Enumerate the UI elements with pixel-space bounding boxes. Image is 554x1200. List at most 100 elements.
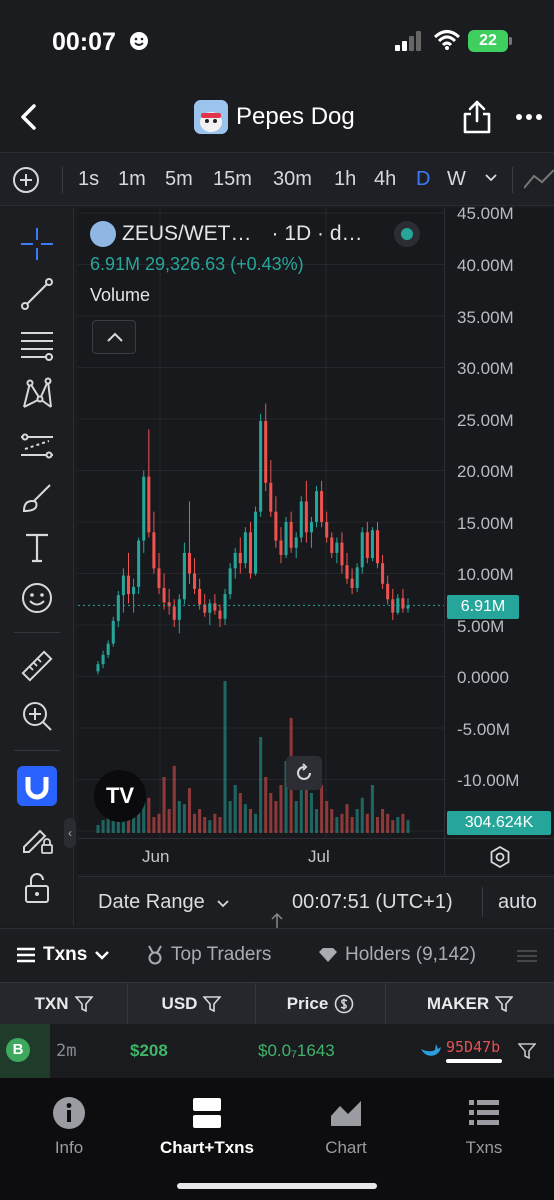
nav-chart-txns[interactable]: Chart+Txns xyxy=(138,1096,276,1158)
more-options-icon[interactable] xyxy=(516,114,542,120)
brush-tool[interactable] xyxy=(17,478,57,518)
maker-address[interactable]: 95D47b xyxy=(446,1038,501,1056)
axis-tick: 35.00M xyxy=(457,308,514,327)
column-header-maker[interactable]: MAKER xyxy=(386,983,554,1025)
volume-bar xyxy=(213,813,217,833)
more-tabs-icon[interactable] xyxy=(516,949,538,963)
timeframe-1m[interactable]: 1m xyxy=(118,168,146,190)
magnet-tool[interactable] xyxy=(17,766,57,806)
timeframe-1s[interactable]: 1s xyxy=(78,168,100,190)
text-icon xyxy=(26,533,48,563)
candles xyxy=(96,403,410,675)
crosshair-tool[interactable] xyxy=(17,224,57,264)
volume-bar xyxy=(177,801,181,833)
legend-collapse-button[interactable] xyxy=(92,320,136,354)
candle-body xyxy=(325,522,329,538)
candle-body xyxy=(401,598,405,609)
candle-body xyxy=(340,542,344,566)
volume-bar xyxy=(142,793,146,833)
volume-bar xyxy=(401,813,405,833)
nav-txns[interactable]: Txns xyxy=(415,1096,553,1158)
tab-holders[interactable]: Holders (9,142) xyxy=(318,944,476,966)
candle-body xyxy=(193,573,197,589)
divider xyxy=(62,167,63,193)
volume-bar xyxy=(157,813,161,833)
wifi-icon xyxy=(434,30,460,50)
timeframe-30m[interactable]: 30m xyxy=(273,168,312,190)
candle-body xyxy=(96,664,100,672)
candle-body xyxy=(228,568,232,595)
reset-chart-button[interactable] xyxy=(286,756,322,790)
candle-body xyxy=(132,586,136,595)
volume-bar xyxy=(304,769,308,833)
battery-indicator: 22 xyxy=(468,30,508,52)
filter-icon[interactable] xyxy=(518,1043,536,1059)
column-header-usd[interactable]: USD xyxy=(128,983,256,1025)
column-header-txn[interactable]: TXN xyxy=(0,983,128,1025)
candle-body xyxy=(157,568,161,588)
fib-tool[interactable] xyxy=(17,324,57,364)
volume-bar xyxy=(269,793,273,833)
info-icon xyxy=(53,1097,85,1129)
candle-body xyxy=(279,540,283,555)
chart-style-icon[interactable] xyxy=(524,168,554,190)
timeframe-d[interactable]: D xyxy=(416,168,431,190)
tab-top-traders[interactable]: Top Traders xyxy=(146,944,271,966)
tradingview-logo-icon[interactable]: TV xyxy=(94,770,146,822)
volume-bars xyxy=(96,681,410,833)
emoji-tool[interactable] xyxy=(17,578,57,618)
chevron-up-icon xyxy=(107,332,123,342)
projection-tool[interactable] xyxy=(17,426,57,466)
tab-txns[interactable]: Txns xyxy=(16,944,110,966)
candle-body xyxy=(147,476,151,533)
share-icon[interactable] xyxy=(462,100,492,134)
nav-chart[interactable]: Chart xyxy=(277,1096,415,1158)
text-tool[interactable] xyxy=(17,528,57,568)
chart-settings-icon[interactable] xyxy=(488,845,512,869)
trend-line-tool[interactable] xyxy=(17,274,57,314)
column-header-price[interactable]: Price xyxy=(256,983,386,1025)
list-icon xyxy=(17,947,35,963)
candle-body xyxy=(172,606,176,620)
toolbar-collapse-handle[interactable]: ‹ xyxy=(64,818,76,848)
indicator-name[interactable]: Volume xyxy=(90,285,151,305)
add-indicator-icon[interactable] xyxy=(12,166,40,194)
lock-tool[interactable] xyxy=(17,868,57,908)
volume-bar xyxy=(193,813,197,833)
status-bar: 00:07 22 xyxy=(0,0,554,80)
volume-bar xyxy=(264,777,268,833)
volume-bar xyxy=(96,825,100,833)
price-chart[interactable] xyxy=(78,208,444,838)
candle-body xyxy=(335,542,339,553)
volume-bar xyxy=(203,817,207,833)
back-chevron-icon[interactable] xyxy=(14,102,44,132)
nav-info[interactable]: Info xyxy=(0,1096,138,1158)
candle-body xyxy=(355,567,359,588)
volume-bar xyxy=(223,681,227,833)
volume-bar xyxy=(396,817,400,833)
date-range-button[interactable]: Date Range xyxy=(98,891,230,914)
volume-bar xyxy=(345,804,349,833)
timezone-clock[interactable]: 00:07:51 (UTC+1) xyxy=(292,891,453,913)
timeframe-4h[interactable]: 4h xyxy=(374,168,397,190)
timeframe-dropdown-icon[interactable] xyxy=(484,172,498,182)
time-axis[interactable]: Jun Jul xyxy=(78,838,554,875)
divider xyxy=(14,632,60,633)
price-axis[interactable]: 45.00M 40.00M 35.00M 30.00M 25.00M 20.00… xyxy=(444,204,554,838)
table-row[interactable]: B 2m $208 $0.0₇1643 95D47b xyxy=(0,1024,554,1078)
divider xyxy=(14,750,60,751)
auto-scale-toggle[interactable]: auto xyxy=(498,891,537,913)
zoom-tool[interactable] xyxy=(17,696,57,736)
candle-body xyxy=(238,552,242,564)
timeframe-w[interactable]: W xyxy=(447,168,466,190)
pattern-tool[interactable] xyxy=(17,374,57,414)
lock-drawing-tool[interactable] xyxy=(17,818,57,858)
timeframe-1h[interactable]: 1h xyxy=(334,168,357,190)
timeframe-15m[interactable]: 15m xyxy=(213,168,252,190)
ruler-tool[interactable] xyxy=(17,646,57,686)
pair-name[interactable]: ZEUS/WET… xyxy=(122,222,252,245)
candle-body xyxy=(345,565,349,579)
candle-body xyxy=(111,620,115,644)
data-tabs: Txns Top Traders Holders (9,142) xyxy=(0,928,554,982)
timeframe-5m[interactable]: 5m xyxy=(165,168,193,190)
